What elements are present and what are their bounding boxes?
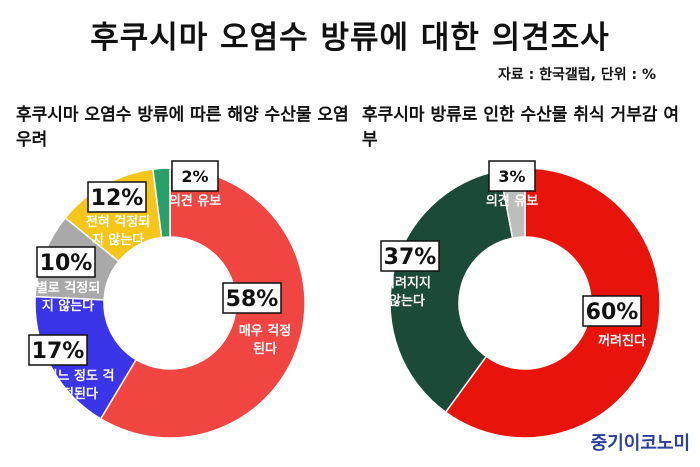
chart1-slice-0 [444, 167, 661, 439]
source-note: 자료 : 한국갤럽, 단위 : % [498, 67, 656, 83]
chart1-category-label-0: 꺼려진다 [598, 333, 646, 349]
chart0-category-label-3: 전혀 걱정되 지 않는다 [86, 214, 150, 248]
chart0-value-label-1: 17% [28, 334, 88, 366]
svg-text:2%: 2% [181, 167, 208, 186]
chart1-value-label-0: 60% [582, 295, 642, 327]
brand-logo: 중기이코노미 [590, 433, 690, 454]
svg-text:37%: 37% [384, 245, 437, 270]
chart0-value-label-3: 12% [87, 181, 147, 213]
chart1-category-label-2: 의견 유보 [486, 193, 538, 209]
chart0-category-label-4: 의견 유보 [169, 193, 221, 209]
svg-text:10%: 10% [40, 251, 93, 276]
chart0-category-label-2: 별로 걱정되 지 않는다 [36, 280, 100, 314]
chart0-category-label-1: 어느 정도 걱 정된다 [46, 368, 115, 402]
chart0-value-label-4: 2% [171, 160, 219, 192]
right-chart-title: 후쿠시마 방류로 인한 수산물 취식 거부감 여부 [362, 105, 680, 150]
svg-text:58%: 58% [226, 287, 279, 312]
chart1-value-label-2: 3% [488, 160, 536, 192]
page-title: 후쿠시마 오염수 방류에 대한 의견조사 [90, 20, 610, 56]
chart1-category-label-1: 꺼려지지 않는다 [383, 275, 431, 309]
svg-text:60%: 60% [586, 300, 639, 325]
left-chart-title: 후쿠시마 오염수 방류에 따른 해양 수산물 오염 우려 [16, 105, 349, 150]
svg-text:3%: 3% [498, 167, 525, 186]
chart0-value-label-2: 10% [36, 246, 96, 278]
chart1-slice-1 [389, 169, 514, 414]
chart0-slice-4 [152, 167, 171, 239]
svg-text:12%: 12% [91, 186, 144, 211]
chart1-value-label-1: 37% [380, 240, 440, 272]
svg-text:17%: 17% [32, 339, 85, 364]
chart0-value-label-0: 58% [222, 282, 282, 314]
chart0-category-label-0: 매우 걱정 된다 [239, 323, 291, 357]
